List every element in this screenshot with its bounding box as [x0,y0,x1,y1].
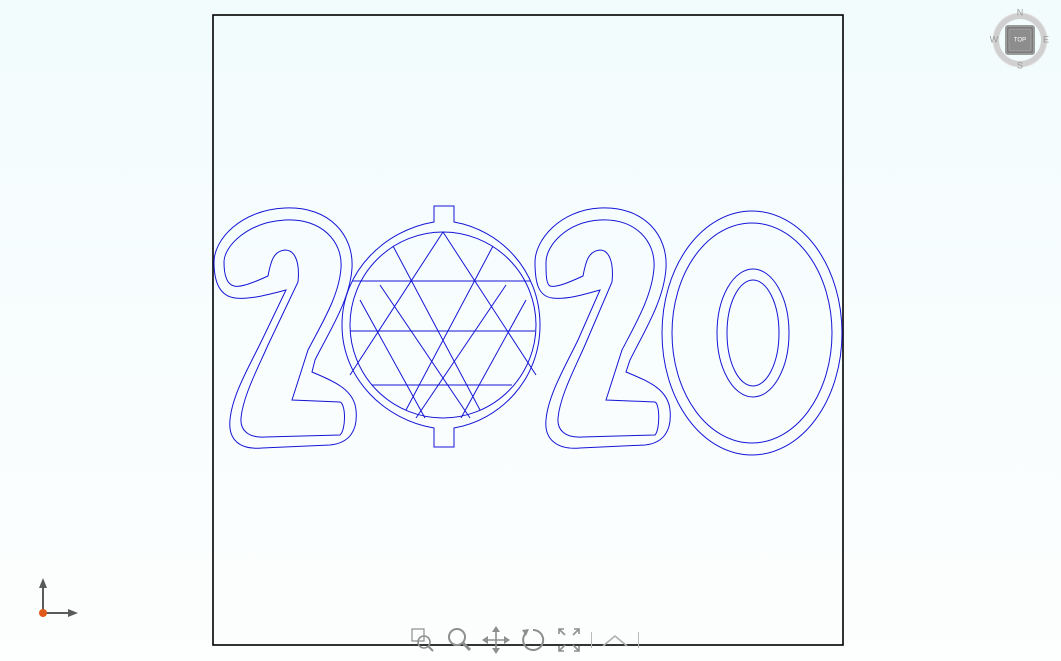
toolbar-divider [591,632,592,648]
ornament-outer[interactable] [341,205,541,448]
material-boundary [212,14,844,646]
zoom-icon [448,628,472,652]
digit-zero-outer[interactable] [661,210,843,456]
rotate-icon [522,628,545,651]
ornament-inner-circle[interactable] [349,231,537,419]
zoom-window-icon [411,628,434,652]
view-home-button[interactable] [600,624,630,656]
ornament-triangle-mesh[interactable] [349,231,537,419]
toolbar-divider [638,632,639,648]
viewcube-ring[interactable] [993,13,1047,67]
viewcube[interactable]: TOP N S E W [990,7,1049,70]
digit-zero-mid[interactable] [671,222,833,444]
digit-two-2-outer[interactable] [534,207,671,449]
digit-two-2-inner[interactable] [545,219,660,438]
compass-north-label[interactable]: N [1017,7,1024,17]
compass-south-label[interactable]: S [1017,60,1023,70]
fit-extents-icon [558,628,580,652]
zoom-button[interactable] [444,624,474,656]
axis-origin-dot [39,609,47,617]
view-home-icon [602,634,628,647]
viewcube-face-label: TOP [1014,38,1026,44]
digit-two-1-inner[interactable] [223,219,345,438]
digit-two-1-outer[interactable] [213,207,357,449]
pan-button[interactable] [481,624,511,656]
toolpath-vectors[interactable] [213,205,843,456]
xy-axes-icon [39,578,78,617]
pan-icon [482,626,510,654]
digit-zero-inner-outer[interactable] [716,268,790,398]
compass-west-label[interactable]: W [990,34,999,44]
digit-zero-inner[interactable] [726,279,780,387]
compass-east-label[interactable]: E [1043,34,1049,44]
fit-extents-button[interactable] [554,624,584,656]
view-toolbar [408,624,648,656]
rotate-button[interactable] [518,624,548,656]
zoom-window-button[interactable] [408,624,438,656]
